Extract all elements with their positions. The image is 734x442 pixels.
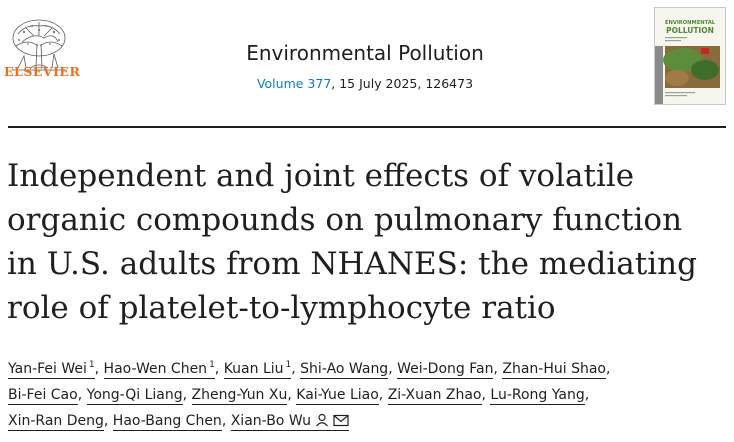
journal-info: Environmental Pollution Volume 377, 15 J… xyxy=(190,40,540,91)
cover-title-line1: ENVIRONMENTAL xyxy=(665,20,716,26)
author-link[interactable]: Bi-Fei Cao xyxy=(8,387,78,405)
author-link[interactable]: Zi-Xuan Zhao xyxy=(387,387,482,405)
author-link[interactable]: Wei-Dong Fan xyxy=(397,361,494,379)
publisher-name: ELSEVIER xyxy=(4,64,81,79)
author-link[interactable]: Hao-Wen Chen 1 xyxy=(103,360,215,379)
affiliation-marker: 1 xyxy=(88,360,95,371)
article-title-line: organic compounds on pulmonary function xyxy=(7,202,683,238)
journal-title[interactable]: Environmental Pollution xyxy=(246,41,484,65)
author-link[interactable]: Zheng-Yun Xu xyxy=(191,387,288,405)
envelope-icon xyxy=(333,414,349,427)
author-link[interactable]: Lu-Rong Yang xyxy=(490,387,585,405)
journal-cover-image[interactable]: ENVIRONMENTAL POLLUTION xyxy=(654,7,726,105)
article-title-line: role of platelet-to-lymphocyte ratio xyxy=(7,290,556,326)
author-link[interactable]: Kai-Yue Liao xyxy=(296,387,379,405)
corresponding-author-link[interactable]: Xian-Bo Wu xyxy=(230,413,350,431)
article-title: Independent and joint effects of volatil… xyxy=(7,154,727,330)
article-title-line: Independent and joint effects of volatil… xyxy=(7,158,635,194)
author-link[interactable]: Yong-Qi Liang xyxy=(86,387,183,405)
issue-date-and-article-number: , 15 July 2025, 126473 xyxy=(331,76,474,91)
person-icon xyxy=(316,413,329,427)
author-link[interactable]: Shi-Ao Wang xyxy=(300,361,389,379)
article-title-line: in U.S. adults from NHANES: the mediatin… xyxy=(7,246,697,282)
journal-issue-info: Volume 377, 15 July 2025, 126473 xyxy=(190,76,540,91)
article-header: ELSEVIER Environmental Pollution Volume … xyxy=(0,0,734,126)
author-list: Yan-Fei Wei 1, Hao-Wen Chen 1, Kuan Liu 1, … xyxy=(8,360,611,431)
volume-link[interactable]: Volume 377 xyxy=(256,76,332,91)
header-divider xyxy=(8,126,726,128)
elsevier-tree-logo[interactable] xyxy=(4,6,74,86)
author-link[interactable]: Yan-Fei Wei 1 xyxy=(8,360,95,379)
author-link[interactable]: Hao-Bang Chen xyxy=(112,413,222,431)
cover-title-line2: POLLUTION xyxy=(666,26,714,35)
author-link[interactable]: Zhan-Hui Shao xyxy=(502,361,606,379)
affiliation-marker: 1 xyxy=(285,360,292,371)
author-link[interactable]: Xin-Ran Deng xyxy=(8,413,104,431)
affiliation-marker: 1 xyxy=(209,360,215,371)
author-link[interactable]: Kuan Liu 1 xyxy=(223,360,292,379)
journal-cover-art: ENVIRONMENTAL POLLUTION xyxy=(655,8,725,104)
